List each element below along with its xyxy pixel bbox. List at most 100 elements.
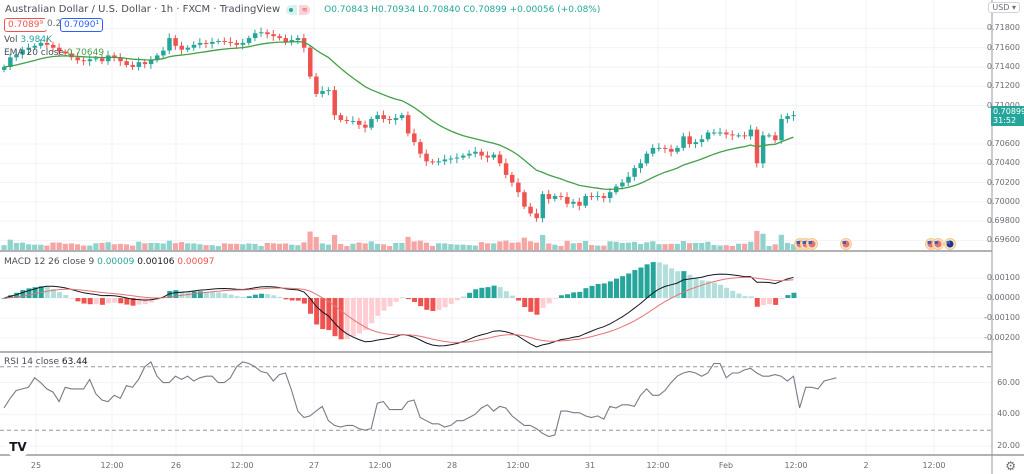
candle-body [265, 32, 270, 35]
volume-bar [283, 243, 289, 250]
candle-body [87, 59, 93, 62]
candle-body [424, 153, 429, 162]
volume-bar [215, 245, 221, 250]
candle-body [601, 196, 607, 198]
volume-bar [503, 240, 509, 250]
volume-bar [454, 244, 460, 250]
volume-bar [546, 243, 552, 250]
macd-hist-bar [363, 298, 369, 331]
volume-bar [699, 242, 705, 250]
volume-bar [105, 242, 111, 250]
volume-bar [350, 243, 356, 250]
macd-hist-bar [650, 262, 656, 298]
macd-hist-bar [63, 294, 69, 298]
ema-legend[interactable]: EMA 20 close 0.70649 [4, 48, 104, 58]
event-flag-us-icon[interactable] [932, 238, 944, 250]
macd-hist-bar [332, 298, 338, 337]
candle-body [638, 163, 643, 169]
volume-bar [209, 245, 215, 250]
symbol-title[interactable]: Australian Dollar / U.S. Dollar · 1h · F… [5, 4, 281, 15]
rsi-legend[interactable]: RSI 14 close 63.44 [4, 357, 88, 367]
time-tick-label: 31 [584, 461, 596, 470]
macd-legend[interactable]: MACD 12 26 close 9 0.00009 0.00106 0.000… [4, 257, 215, 267]
volume-bar [784, 242, 791, 250]
macd-hist-bar [516, 298, 522, 301]
macd-hist-bar [760, 298, 766, 306]
macd-hist-bar [271, 295, 277, 298]
macd-hist-bar [301, 298, 307, 304]
event-flag-us-icon[interactable] [806, 238, 818, 250]
macd-hist-bar [259, 293, 265, 298]
candle-body [583, 196, 588, 206]
macd-hist-bar [308, 298, 313, 314]
buy-button[interactable]: 0.7090¹ [60, 18, 104, 32]
macd-hist-bar [412, 298, 418, 302]
macd-hist-bar [479, 287, 485, 298]
volume-bar [558, 245, 564, 250]
volume-bar [778, 234, 784, 250]
macd-hist-bar [326, 298, 332, 331]
macd-hist-bar [216, 292, 222, 298]
macd-hist-bar [675, 271, 681, 298]
volume-bar [448, 244, 454, 250]
volume-bar [25, 244, 32, 250]
sell-button[interactable]: 0.7089⁹ [4, 18, 48, 32]
volume-bar [380, 244, 387, 250]
macd-hist-bar [626, 273, 632, 298]
macd-hist-bar [607, 281, 613, 298]
macd-hist-bar [595, 284, 601, 298]
volume-legend[interactable]: Vol 3.984K [4, 35, 52, 45]
market-status-badge[interactable]: ≋ [286, 4, 311, 15]
volume-bar [319, 243, 325, 250]
candle-body [106, 55, 111, 62]
candle-body [289, 40, 295, 42]
macd-hist-bar [656, 262, 662, 298]
macd-hist-bar [454, 298, 460, 301]
price-tick-label: 0.70600 [986, 139, 1020, 149]
candle-body [595, 196, 601, 198]
candle-body [785, 116, 790, 119]
volume-bar [466, 245, 472, 250]
candle-body [136, 62, 142, 67]
macd-hist-bar [191, 291, 197, 298]
settings-gear-icon[interactable]: ⚙ [1005, 459, 1016, 473]
candle-body [356, 120, 362, 125]
macd-hist-bar [210, 292, 216, 298]
event-flag-au-icon[interactable] [944, 238, 956, 250]
economic-events[interactable] [794, 238, 956, 250]
macd-hist-bar [785, 295, 791, 298]
macd-hist-bar [32, 287, 38, 298]
rsi-tick-label: 40.00 [997, 409, 1020, 419]
candle-body [93, 58, 99, 60]
macd-hist-value: 0.00009 [97, 257, 135, 267]
macd-hist-bar [26, 288, 32, 298]
candle-body [8, 57, 13, 67]
event-flag-us-icon[interactable] [840, 238, 852, 250]
macd-hist-bar [320, 298, 326, 330]
volume-bar [160, 243, 166, 250]
macd-label: MACD 12 26 close 9 [4, 257, 95, 267]
volume-bar [13, 242, 19, 250]
candle-body [118, 57, 123, 62]
candle-body [81, 60, 87, 62]
volume-bar [619, 242, 625, 250]
macd-hist-bar [583, 288, 589, 298]
time-tick-label: Feb [718, 461, 734, 470]
candle-body [240, 42, 246, 45]
candle-body [75, 57, 80, 61]
tradingview-logo[interactable]: TV [6, 437, 30, 457]
macd-hist-bar [130, 298, 136, 306]
currency-selector[interactable]: USD ▾ [988, 2, 1020, 13]
candle-body [326, 90, 331, 92]
price-tick-label: 0.69600 [986, 235, 1020, 245]
candle-body [185, 47, 191, 50]
volume-bar [368, 241, 374, 250]
macd-hist-bar [57, 292, 63, 298]
candle-body [179, 45, 184, 50]
candle-body [50, 44, 56, 48]
macd-hist-bar [344, 298, 350, 340]
macd-hist-bar [252, 294, 258, 298]
candle-body [203, 42, 209, 44]
volume-bar [313, 236, 319, 250]
